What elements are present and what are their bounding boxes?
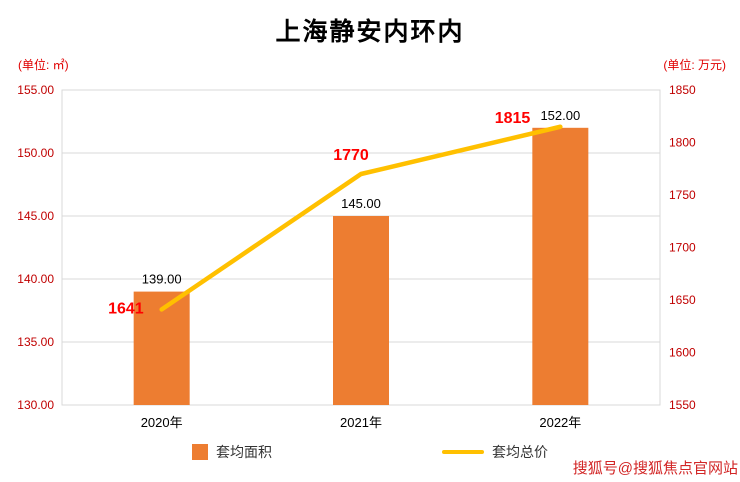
- bar-2021年: [333, 216, 389, 405]
- legend-bar-label: 套均面积: [216, 444, 272, 460]
- bar-value-label: 139.00: [142, 272, 182, 287]
- right-axis-tick: 1600: [669, 346, 696, 360]
- x-axis-label: 2020年: [141, 415, 183, 430]
- line-value-label: 1641: [108, 300, 144, 317]
- right-axis-tick: 1550: [669, 398, 696, 412]
- right-axis-tick: 1700: [669, 241, 696, 255]
- price-line: [159, 124, 563, 312]
- right-axis-tick: 1750: [669, 188, 696, 202]
- left-axis-tick: 130.00: [17, 398, 54, 412]
- left-axis-tick: 140.00: [17, 272, 54, 286]
- bar-2022年: [532, 127, 589, 406]
- chart-title: 上海静安内环内: [275, 18, 465, 46]
- legend-item-price: 套均总价: [442, 442, 548, 462]
- left-axis-tick: 145.00: [17, 209, 54, 223]
- left-axis-unit: (单位: ㎡): [18, 58, 69, 72]
- legend-line-label: 套均总价: [492, 444, 548, 460]
- x-axis-label: 2021年: [340, 415, 382, 430]
- watermark: 搜狐号@搜狐焦点官网站: [572, 460, 738, 477]
- right-axis-tick: 1650: [669, 293, 696, 307]
- chart-plot: 130.00 135.00 140.00 145.00 150.00 155.00 1550…: [17, 83, 696, 430]
- chart-legend: 套均面积 套均总价: [0, 442, 740, 462]
- x-axis-label: 2022年: [539, 415, 581, 430]
- left-axis-tick: 155.00: [17, 83, 54, 97]
- legend-line-swatch-icon: [442, 450, 484, 454]
- left-axis-tick: 135.00: [17, 335, 54, 349]
- legend-item-area: 套均面积: [192, 442, 272, 462]
- bar-value-label: 145.00: [341, 196, 381, 211]
- line-value-label: 1815: [495, 110, 531, 127]
- bar-value-label: 152.00: [540, 108, 580, 123]
- right-axis-tick: 1800: [669, 136, 696, 150]
- line-value-label: 1770: [333, 147, 369, 164]
- right-axis-tick: 1850: [669, 83, 696, 97]
- right-axis-unit: (单位: 万元): [663, 58, 726, 72]
- legend-bar-swatch-icon: [192, 444, 208, 460]
- left-axis-tick: 150.00: [17, 146, 54, 160]
